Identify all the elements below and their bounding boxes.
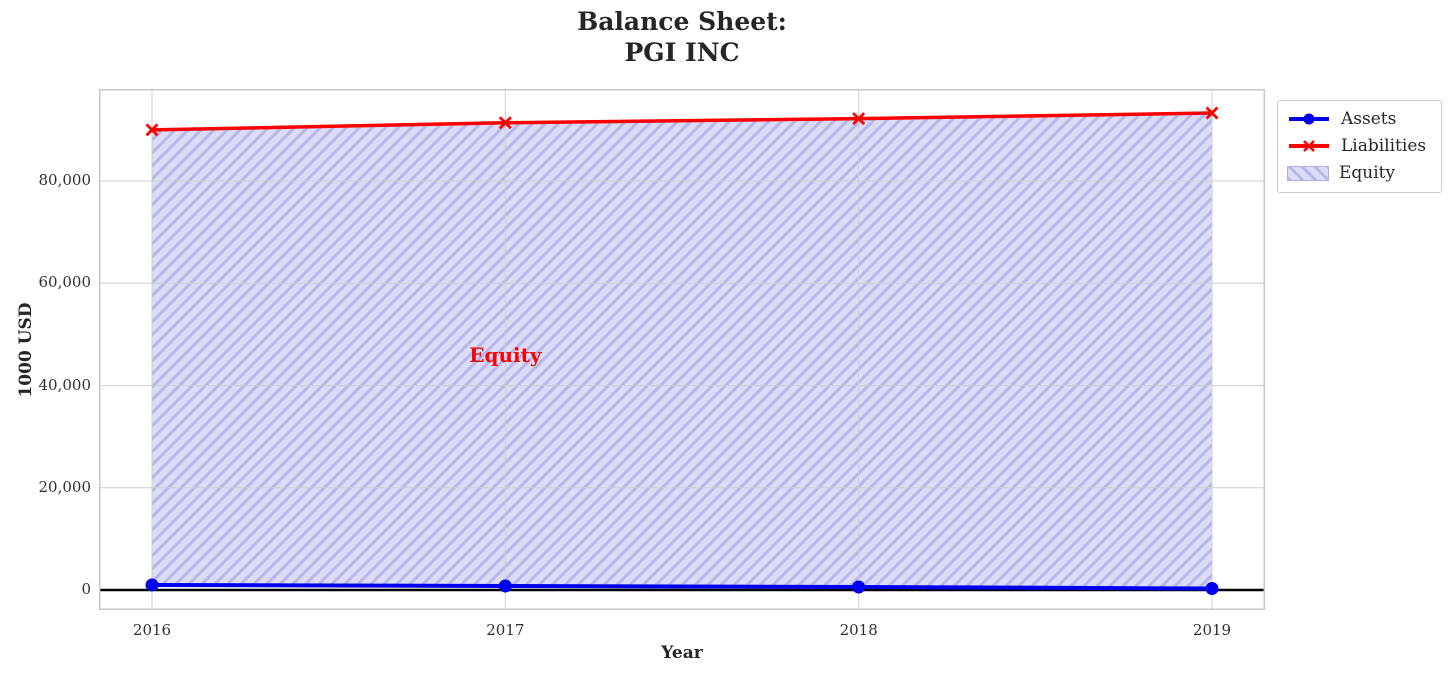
equity-hatch-swatch-icon [1287,165,1329,181]
liabilities-line-sample-icon [1289,140,1329,152]
x-axis-label: Year [661,643,703,663]
assets-line-sample-icon [1289,113,1329,125]
liabilities-marker [145,123,159,137]
equity-area-label: Equity [469,342,542,367]
legend-item-equity: Equity [1287,163,1426,183]
x-tick-label: 2018 [839,621,878,639]
legend: Assets Liabilities Equity [1277,100,1443,193]
y-tick-label: 40,000 [38,375,92,394]
legend-label-assets: Assets [1341,109,1397,129]
plot-canvas [99,89,1265,610]
assets-marker [498,579,512,593]
assets-line [151,582,1213,591]
equity-area [151,112,1213,590]
assets-marker [852,580,866,594]
chart-title-line1: Balance Sheet: [577,7,787,36]
y-tick-label: 0 [81,580,91,599]
plot-area [99,89,1265,610]
legend-item-assets: Assets [1287,109,1426,129]
plot-border [99,89,1265,610]
legend-label-equity: Equity [1339,163,1396,183]
liabilities-marker [1205,106,1219,120]
assets-marker [1205,582,1219,596]
y-tick-label: 60,000 [38,273,92,292]
chart-title-line2: PGI INC [624,38,740,67]
chart-title: Balance Sheet: PGI INC [99,6,1265,68]
liabilities-marker [498,116,512,130]
x-tick-label: 2017 [486,621,525,639]
x-tick-label: 2019 [1192,621,1232,639]
legend-item-liabilities: Liabilities [1287,136,1426,156]
liabilities-marker [852,112,866,126]
y-tick-label: 20,000 [38,477,92,496]
y-tick-label: 80,000 [38,171,92,190]
liabilities-line [151,111,1213,132]
assets-marker [145,578,159,592]
legend-label-liabilities: Liabilities [1341,136,1427,156]
x-tick-label: 2016 [132,621,172,639]
